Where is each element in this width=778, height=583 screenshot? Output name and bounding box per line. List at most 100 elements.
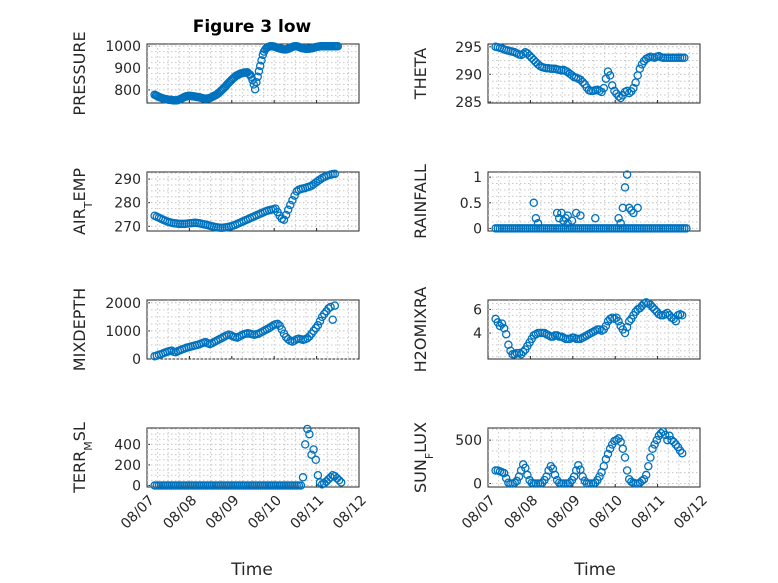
data-point bbox=[529, 55, 539, 65]
data-point bbox=[298, 473, 308, 482]
x-tick-label: 08/07 bbox=[459, 493, 499, 533]
y-tick-label: 270 bbox=[114, 219, 141, 235]
data-point bbox=[504, 340, 513, 350]
data-point bbox=[624, 203, 634, 213]
data-point bbox=[646, 453, 655, 462]
data-point bbox=[550, 470, 560, 480]
data-point bbox=[333, 41, 343, 51]
data-point bbox=[622, 466, 632, 475]
data-point bbox=[499, 324, 509, 333]
data-point bbox=[328, 315, 337, 324]
y-axis-label-subscript: T bbox=[82, 201, 95, 209]
data-point bbox=[578, 472, 587, 481]
panel-1: 800 900 1000 PRESSURE bbox=[70, 31, 360, 116]
series-markers bbox=[491, 42, 689, 103]
data-point bbox=[257, 56, 266, 65]
data-point bbox=[614, 213, 623, 223]
y-axis-label-main: SUN bbox=[411, 459, 430, 493]
y-tick-label: 0 bbox=[132, 478, 141, 494]
data-point bbox=[601, 321, 611, 331]
y-axis-label: RAINFALL bbox=[411, 164, 430, 239]
y-tick-label: 295 bbox=[455, 40, 482, 56]
x-axis-label-left: Time bbox=[230, 560, 273, 580]
data-point bbox=[675, 446, 685, 455]
data-point bbox=[523, 470, 532, 480]
x-tick-label: 08/12 bbox=[671, 493, 711, 533]
data-point bbox=[677, 448, 687, 458]
y-tick-label: 0 bbox=[473, 221, 482, 237]
data-point bbox=[554, 213, 564, 223]
series-markers bbox=[491, 427, 687, 488]
data-point bbox=[249, 80, 259, 89]
data-point bbox=[622, 170, 632, 179]
data-point bbox=[656, 428, 666, 438]
data-point bbox=[624, 316, 634, 326]
x-tick-label: 08/12 bbox=[330, 493, 370, 533]
y-axis-label-subscript: M bbox=[82, 441, 95, 451]
data-point bbox=[326, 473, 335, 482]
data-point bbox=[315, 478, 325, 487]
data-point bbox=[614, 316, 623, 326]
panel-2: 285 290 295 THETA bbox=[411, 40, 701, 111]
data-point bbox=[567, 71, 577, 80]
y-tick-label: 400 bbox=[114, 437, 141, 453]
y-axis-label: MIXDEPTH bbox=[70, 288, 89, 371]
data-point bbox=[288, 196, 297, 205]
y-axis-label-tail: LUX bbox=[411, 422, 430, 453]
data-point bbox=[576, 211, 585, 220]
data-point bbox=[665, 431, 674, 441]
data-point bbox=[309, 445, 318, 454]
data-point bbox=[576, 75, 585, 85]
series-markers bbox=[150, 169, 340, 232]
data-point bbox=[253, 72, 262, 82]
data-point bbox=[629, 208, 638, 218]
data-point bbox=[618, 444, 628, 454]
data-point bbox=[663, 308, 672, 318]
data-point bbox=[607, 81, 617, 90]
data-point bbox=[552, 208, 562, 218]
y-axis-label: TERRMSL bbox=[70, 422, 95, 494]
data-point bbox=[654, 431, 664, 441]
data-point bbox=[622, 322, 632, 332]
data-point bbox=[523, 49, 532, 58]
y-tick-label: 290 bbox=[455, 67, 482, 83]
data-point bbox=[571, 466, 581, 475]
data-point bbox=[595, 472, 604, 481]
y-tick-label: 0 bbox=[473, 477, 482, 493]
x-tick-label: 08/10 bbox=[245, 493, 285, 533]
y-axis-label-tail: SL bbox=[70, 422, 89, 441]
data-point bbox=[650, 305, 659, 314]
data-point bbox=[624, 88, 634, 98]
data-point bbox=[660, 430, 670, 440]
chart-title: Figure 3 low bbox=[193, 17, 312, 37]
data-point bbox=[255, 61, 265, 71]
x-tick-label: 08/11 bbox=[288, 493, 328, 533]
x-tick-label: 08/09 bbox=[544, 493, 584, 533]
data-point bbox=[677, 311, 687, 320]
y-axis-label-tail: EMP bbox=[70, 168, 89, 202]
data-point bbox=[605, 71, 615, 80]
data-point bbox=[546, 461, 556, 471]
data-point bbox=[565, 478, 575, 487]
data-point bbox=[510, 478, 519, 487]
data-point bbox=[499, 468, 509, 478]
data-point bbox=[620, 453, 630, 462]
panel-3: 270 280 290 AIRTEMP bbox=[70, 168, 360, 235]
data-point bbox=[315, 175, 325, 184]
panel-8: 0 500 08/07 08/08 08/09 08/10 08/11 08/12 SUNFLU… bbox=[411, 422, 711, 532]
data-point bbox=[641, 470, 651, 480]
data-point bbox=[518, 347, 528, 357]
data-point bbox=[544, 466, 553, 475]
data-point bbox=[495, 321, 505, 331]
y-tick-label: 285 bbox=[455, 95, 482, 111]
data-point bbox=[300, 440, 310, 449]
data-point bbox=[646, 300, 655, 309]
data-point bbox=[637, 476, 647, 486]
y-axis-label: SUNFLUX bbox=[411, 422, 436, 493]
y-tick-label: 280 bbox=[114, 196, 141, 212]
data-point bbox=[286, 200, 295, 210]
data-point bbox=[629, 83, 638, 93]
data-point bbox=[311, 455, 321, 465]
series-markers bbox=[491, 170, 691, 233]
y-axis-label-main: AIR bbox=[70, 208, 89, 235]
